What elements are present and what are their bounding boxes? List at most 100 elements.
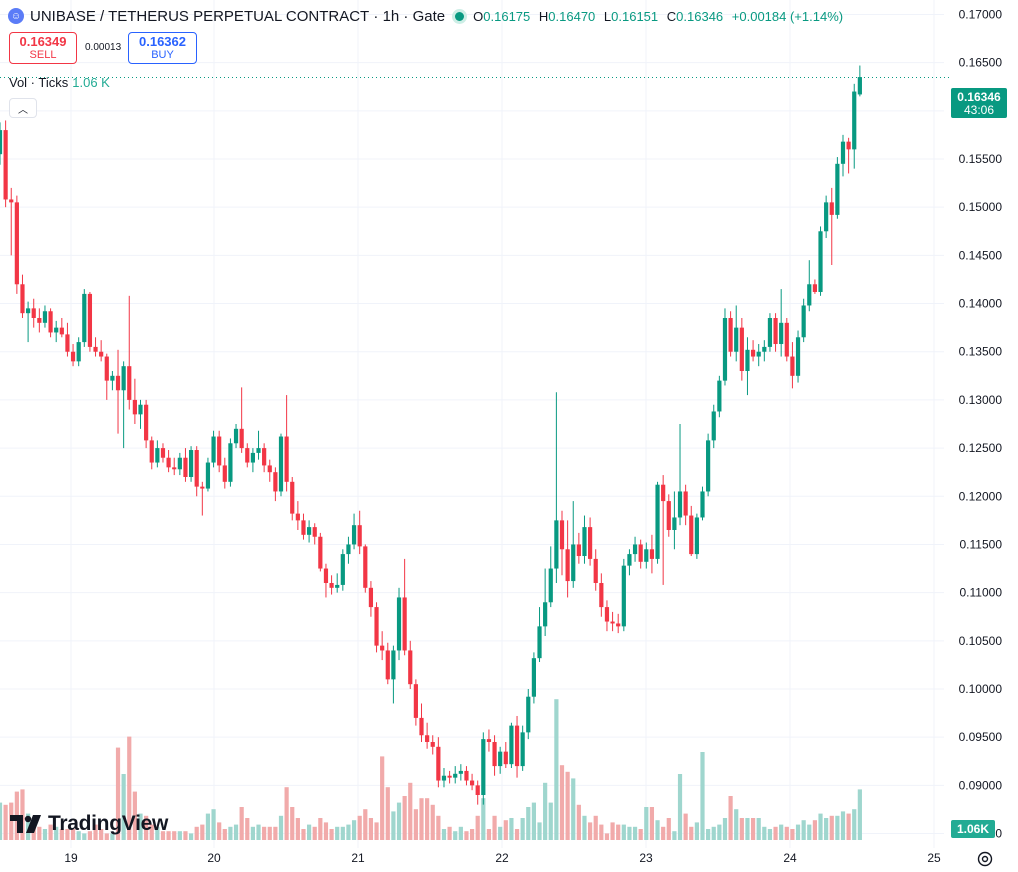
candle bbox=[801, 298, 806, 343]
tradingview-logo[interactable]: TradingView bbox=[10, 812, 168, 836]
volume-bar bbox=[582, 815, 587, 840]
candle-body bbox=[554, 520, 559, 569]
volume-bar bbox=[245, 818, 250, 840]
volume-bar bbox=[301, 829, 306, 840]
candle-body bbox=[481, 739, 486, 795]
volume-bar bbox=[99, 829, 104, 840]
volume-bar bbox=[267, 826, 272, 840]
volume-bar bbox=[413, 809, 418, 840]
volume-bar bbox=[273, 826, 278, 840]
candle-body bbox=[205, 462, 211, 489]
candle bbox=[599, 573, 604, 617]
candle-body bbox=[666, 501, 671, 530]
volume-bar bbox=[840, 811, 846, 840]
candle-body bbox=[441, 775, 447, 781]
price-tick-label: 0.12500 bbox=[959, 441, 1003, 455]
candle bbox=[20, 274, 25, 318]
volume-bar bbox=[835, 815, 840, 840]
candle-body bbox=[571, 544, 576, 582]
candle bbox=[166, 450, 171, 473]
chart-grid bbox=[0, 0, 944, 848]
volume-bar bbox=[790, 829, 795, 840]
candle bbox=[520, 725, 525, 771]
exchange-label[interactable]: Gate bbox=[412, 7, 446, 25]
volume-bar bbox=[824, 818, 829, 840]
candle bbox=[239, 387, 244, 453]
candle-body bbox=[54, 327, 59, 333]
volume-bar bbox=[228, 826, 233, 840]
price-tick-label: 0.10000 bbox=[959, 682, 1003, 696]
candle-body bbox=[616, 623, 621, 627]
candle bbox=[402, 558, 407, 656]
candle-body bbox=[824, 202, 829, 232]
volume-bar bbox=[857, 789, 862, 840]
price-tick-label: 0.17000 bbox=[959, 7, 1003, 21]
volume-bar bbox=[256, 824, 261, 840]
price-tick-label: 0.09000 bbox=[959, 778, 1003, 792]
volume-bar bbox=[104, 833, 109, 840]
gear-icon[interactable] bbox=[975, 849, 995, 869]
candle-body bbox=[436, 746, 441, 781]
candle-body bbox=[172, 467, 177, 470]
candle bbox=[256, 430, 261, 460]
candle-body bbox=[565, 549, 570, 582]
symbol-name[interactable]: UNIBASE / TETHERUS PERPETUAL CONTRACT bbox=[30, 7, 370, 25]
candle-body bbox=[351, 525, 357, 545]
candle-body bbox=[661, 484, 666, 502]
volume-bar bbox=[351, 820, 357, 840]
volume-bar bbox=[76, 831, 81, 840]
candle-body bbox=[486, 739, 492, 742]
time-tick-label: 21 bbox=[351, 851, 365, 865]
time-tick-label: 25 bbox=[927, 851, 941, 865]
volume-bar bbox=[464, 831, 469, 840]
candle bbox=[492, 735, 497, 776]
candle bbox=[498, 746, 503, 774]
candle-body bbox=[852, 91, 857, 150]
candle bbox=[31, 298, 36, 328]
candle bbox=[127, 295, 132, 410]
volume-bar bbox=[795, 824, 801, 840]
candle-body bbox=[115, 375, 121, 391]
candle bbox=[346, 536, 351, 564]
volume-bar bbox=[632, 826, 638, 840]
volume-bar bbox=[526, 807, 531, 840]
candle bbox=[543, 568, 548, 636]
volume-bar bbox=[239, 807, 244, 840]
candle bbox=[807, 260, 812, 312]
candle bbox=[436, 737, 441, 788]
volume-bar bbox=[559, 765, 565, 840]
candle-body bbox=[857, 77, 862, 95]
candle bbox=[469, 773, 475, 791]
candle-body bbox=[818, 231, 823, 292]
candle-body bbox=[604, 607, 610, 622]
unibase-logo-icon: ☺ bbox=[8, 8, 24, 24]
candle bbox=[425, 722, 430, 749]
candle bbox=[722, 308, 728, 386]
candle-body bbox=[458, 770, 463, 774]
candle bbox=[559, 510, 565, 576]
volume-bar bbox=[0, 802, 3, 840]
candle-body bbox=[396, 597, 402, 651]
price-tick-label: 0.11500 bbox=[960, 537, 1003, 551]
candle-body bbox=[250, 452, 255, 463]
volume-bar bbox=[188, 833, 194, 840]
buy-button[interactable]: 0.16362 BUY bbox=[128, 32, 197, 64]
interval-label[interactable]: 1h bbox=[382, 7, 400, 25]
candle bbox=[824, 195, 829, 239]
price-tick-label: 0.11000 bbox=[960, 586, 1003, 600]
sell-button[interactable]: 0.16349 SELL bbox=[9, 32, 77, 64]
candle bbox=[689, 505, 694, 557]
candle-body bbox=[93, 346, 98, 352]
candle bbox=[42, 305, 48, 328]
volume-bar bbox=[430, 804, 435, 840]
volume-legend[interactable]: Vol · Ticks 1.06 K bbox=[9, 75, 110, 90]
candle-body bbox=[183, 457, 188, 477]
collapse-legend-button[interactable]: ︿ bbox=[9, 98, 37, 118]
candle bbox=[368, 581, 374, 617]
candle-body bbox=[160, 448, 166, 458]
candle-body bbox=[9, 199, 14, 203]
volume-bar bbox=[784, 826, 789, 840]
candle bbox=[351, 513, 357, 550]
candle bbox=[413, 679, 418, 726]
